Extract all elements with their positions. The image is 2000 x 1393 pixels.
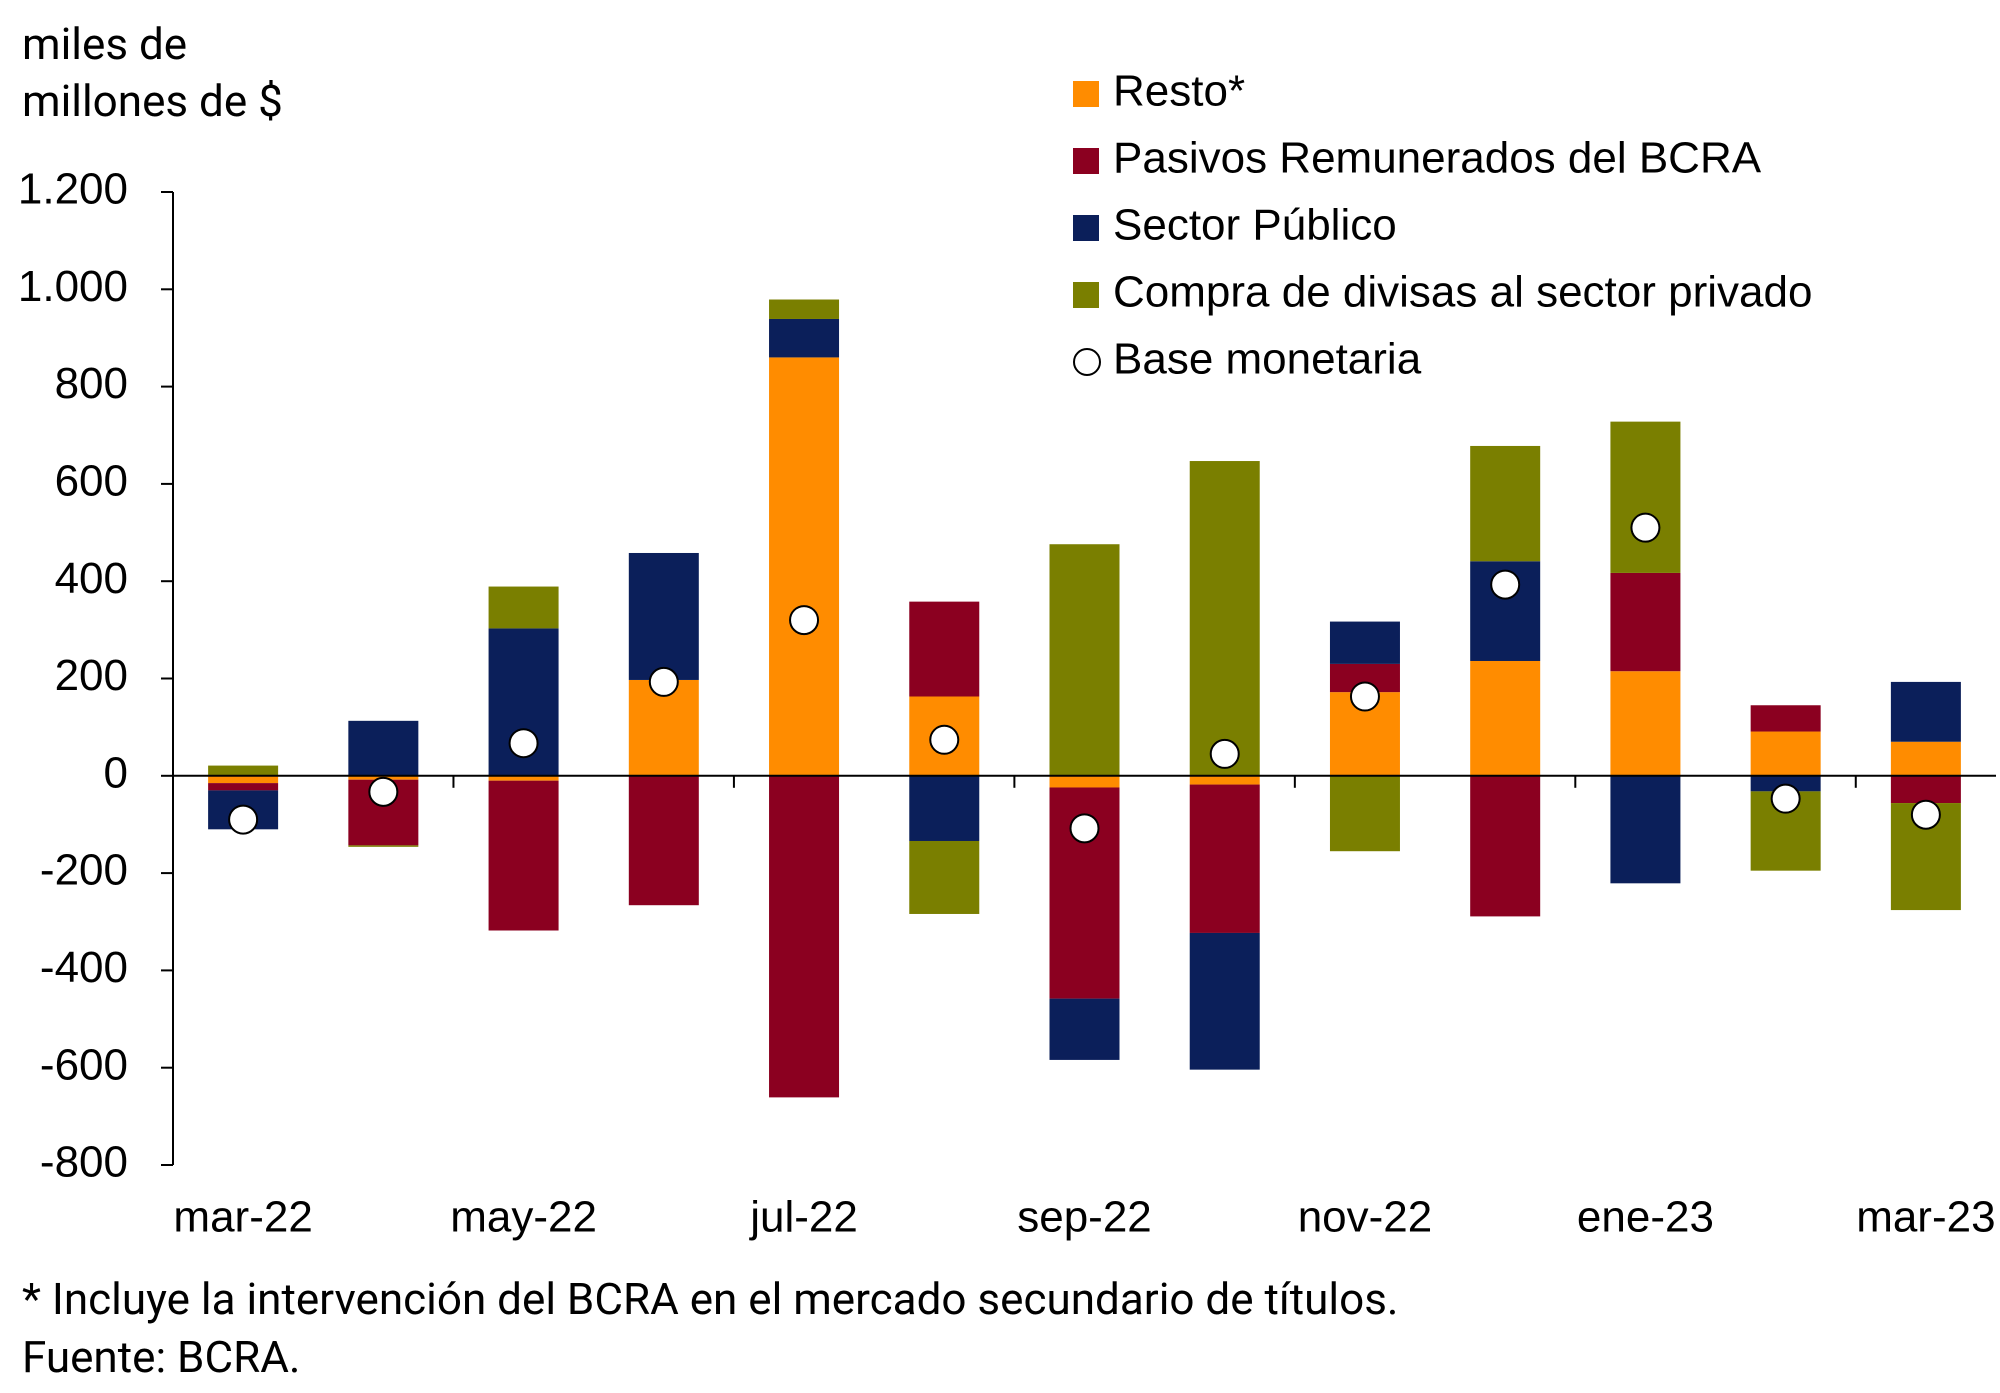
bar-segment [1610, 671, 1681, 776]
dot [1770, 783, 1801, 814]
bar-segment [1610, 775, 1681, 884]
footnote: * Incluye la intervención del BCRA en el… [22, 1273, 1399, 1325]
dot [1069, 813, 1100, 844]
dot [1349, 681, 1380, 712]
legend-swatch [1073, 282, 1099, 308]
bar-segment [769, 299, 840, 319]
bar-segment [348, 720, 419, 776]
bar-segment [208, 765, 279, 776]
bar-segment [1049, 998, 1120, 1060]
bar-segment [348, 845, 419, 847]
y-tick-label: 0 [104, 748, 128, 797]
bar-segment [769, 357, 840, 776]
legend-swatch [1073, 81, 1099, 107]
bar-segment [1470, 775, 1541, 917]
source: Fuente: BCRA. [22, 1331, 301, 1383]
bar-segment [628, 775, 699, 906]
y-tick-label: 1.000 [18, 262, 128, 311]
bar-segment [1329, 775, 1400, 852]
bar-segment [909, 775, 980, 841]
legend-swatch [1073, 148, 1099, 174]
y-tick-label: 800 [55, 359, 128, 408]
legend-label: Resto* [1113, 67, 1245, 116]
x-tick-label: ene-23 [1577, 1193, 1714, 1242]
dot [1910, 799, 1941, 830]
y-tick-label: -600 [40, 1040, 128, 1089]
bar-segment [1189, 784, 1260, 933]
legend-label: Compra de divisas al sector privado [1113, 268, 1812, 317]
bar-segment [1750, 775, 1821, 792]
bar-segment [769, 775, 840, 1098]
bar-segment [1890, 741, 1961, 776]
dot [508, 728, 539, 759]
dot [789, 605, 820, 636]
bar-segment [488, 775, 559, 781]
y-tick-label: 600 [55, 457, 128, 506]
bar-segment [1750, 705, 1821, 732]
x-tick-label: mar-23 [1856, 1193, 1995, 1242]
dot [1209, 738, 1240, 769]
bar-segment [769, 318, 840, 358]
y-tick-label: -200 [40, 846, 128, 895]
bar-segment [1329, 621, 1400, 664]
dot [1490, 569, 1521, 600]
bar-segment [488, 586, 559, 629]
dot [1630, 512, 1661, 543]
dot [648, 666, 679, 697]
notes: * Incluye la intervención del BCRA en el… [22, 1270, 1399, 1386]
bar-segment [1189, 775, 1260, 785]
bar-segment [208, 775, 279, 784]
bar-segment [488, 780, 559, 931]
legend-swatch [1073, 215, 1099, 241]
legend-label: Base monetaria [1113, 335, 1422, 384]
dot [228, 804, 259, 835]
bar-segment [1189, 932, 1260, 1070]
bar-segment [909, 601, 980, 697]
bar-segment [1750, 731, 1821, 776]
bar-segment [1470, 660, 1541, 776]
y-tick-label: -800 [40, 1138, 128, 1187]
y-axis-label: miles de millones de $ [22, 18, 283, 127]
y-tick-label: 200 [55, 651, 128, 700]
bar-segment [1890, 775, 1961, 804]
bar-segment [1049, 775, 1120, 788]
x-tick-label: mar-22 [173, 1193, 312, 1242]
bar-segment [1610, 421, 1681, 573]
y-tick-label: 1.200 [18, 165, 128, 214]
bar-segment [1610, 572, 1681, 672]
y-tick-label: 400 [55, 554, 128, 603]
x-tick-label: may-22 [450, 1193, 597, 1242]
x-tick-label: jul-22 [748, 1193, 858, 1242]
bar-segment [1049, 544, 1120, 776]
bar-segment [1890, 681, 1961, 742]
x-tick-label: nov-22 [1298, 1193, 1433, 1242]
dot [929, 724, 960, 755]
bar-segment [208, 783, 279, 791]
x-tick-label: sep-22 [1017, 1193, 1152, 1242]
legend-label: Pasivos Remunerados del BCRA [1113, 134, 1762, 183]
legend-marker [1073, 348, 1101, 376]
bar-segment [909, 840, 980, 914]
dot [368, 776, 399, 807]
legend-label: Sector Público [1113, 201, 1397, 250]
bar-segment [628, 552, 699, 680]
bar-segment [1189, 461, 1260, 776]
y-tick-label: -400 [40, 943, 128, 992]
bar-segment [1470, 445, 1541, 562]
